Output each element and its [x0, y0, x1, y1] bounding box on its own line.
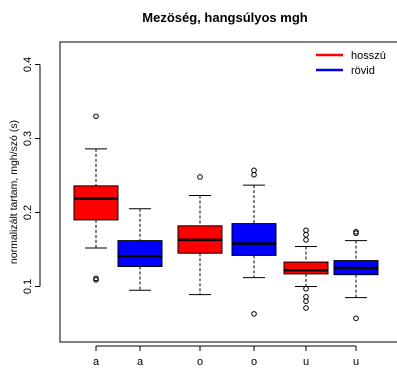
box-u-hosszú: [283, 227, 329, 311]
plot-frame: [59, 41, 397, 343]
chart-title: Mezöség, hangsúlyos mgh: [142, 10, 307, 25]
box-o-rövid: [231, 167, 277, 317]
box-a-rövid: [117, 208, 163, 291]
x-tick-label: a: [93, 356, 100, 368]
outlier-point: [303, 237, 309, 243]
box-body: [231, 223, 277, 256]
y-tick-label: 0.3: [22, 131, 34, 146]
outlier-point: [93, 277, 99, 283]
legend-label: rövid: [351, 65, 375, 77]
outlier-point: [93, 113, 99, 120]
outlier-point: [303, 305, 309, 311]
y-tick-label: 0.2: [22, 205, 34, 220]
outlier-point: [303, 231, 309, 238]
outlier-point: [303, 294, 309, 300]
box-u-rövid: [333, 228, 379, 322]
y-axis: 0.1 0.2 0.3 0.4: [22, 57, 41, 294]
legend-entry: rövid: [316, 65, 375, 77]
y-axis-label: normalizált tartam, mgh/szó (s): [8, 120, 20, 264]
box-o-hosszú: [177, 174, 223, 296]
outlier-point: [197, 174, 203, 180]
outlier-point: [303, 285, 309, 292]
legend-entry: hosszú: [316, 50, 386, 62]
outlier-point: [251, 167, 257, 174]
box-body: [283, 261, 329, 275]
box-body: [117, 240, 163, 268]
outlier-point: [303, 298, 309, 305]
legend-label: hosszú: [351, 50, 386, 62]
outlier-point: [353, 230, 359, 237]
x-tick-label: o: [251, 356, 257, 368]
y-tick-label: 0.1: [22, 279, 34, 294]
x-tick-label: a: [137, 356, 144, 368]
x-tick-label: o: [197, 356, 203, 368]
x-tick-label: u: [303, 356, 309, 368]
box-a-hosszú: [73, 113, 119, 283]
outlier-point: [251, 171, 257, 178]
outlier-point: [353, 315, 359, 322]
y-tick-label: 0.4: [22, 57, 34, 72]
boxes: [73, 113, 379, 322]
box-body: [73, 185, 119, 221]
outlier-point: [251, 311, 257, 317]
legend: hosszú rövid: [316, 50, 386, 77]
outlier-point: [303, 227, 309, 234]
x-tick-label: u: [353, 356, 359, 368]
